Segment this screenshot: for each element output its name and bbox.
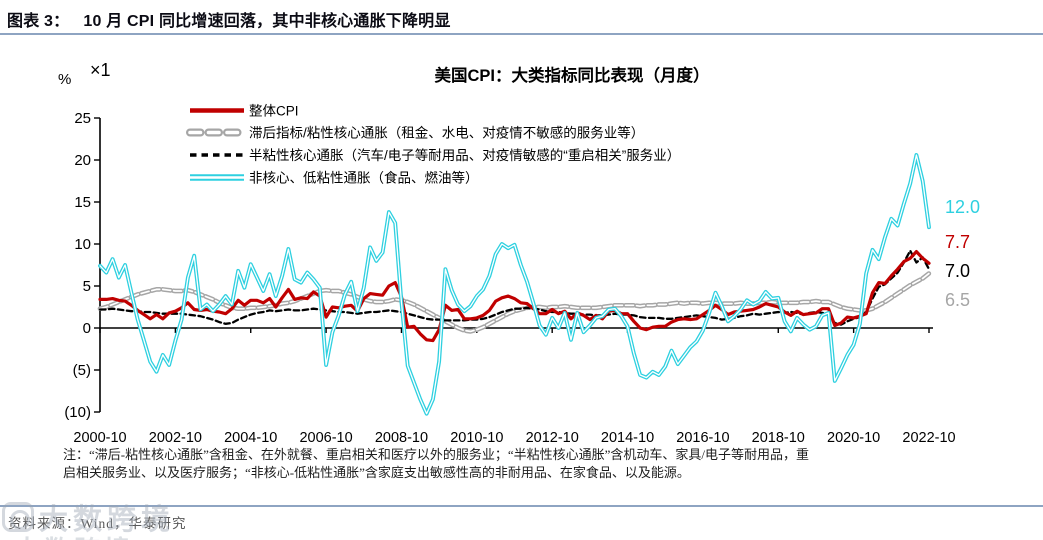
- y-tick-label: 20: [74, 152, 91, 169]
- x-tick-label: 2022-10: [902, 430, 955, 446]
- series-latest-value-label: 6.5: [945, 290, 970, 310]
- header-divider: [0, 33, 1043, 35]
- series-latest-value-label: 7.0: [945, 261, 970, 281]
- x-tick-label: 2014-10: [601, 430, 654, 446]
- x-tick-label: 2016-10: [676, 430, 729, 446]
- y-tick-label: 10: [74, 236, 91, 253]
- footnote-line-1: 注：“滞后-粘性核心通胀”含租金、在外就餐、重启相关和医疗以外的服务业；“半粘性…: [63, 447, 810, 462]
- y-tick-label: (10): [64, 404, 91, 421]
- y-tick-label: (5): [73, 362, 91, 379]
- x-tick-label: 2000-10: [73, 430, 126, 446]
- legend-label: 整体CPI: [249, 104, 299, 119]
- x-tick-label: 2020-10: [827, 430, 880, 446]
- x-tick-label: 2010-10: [450, 430, 503, 446]
- series-line-3: [99, 154, 930, 415]
- y-axis-unit-label: %: [58, 71, 71, 88]
- chart-footnote: 注：“滞后-粘性核心通胀”含租金、在外就餐、重启相关和医疗以外的服务业；“半粘性…: [63, 446, 1015, 482]
- x-tick-label: 2004-10: [224, 430, 277, 446]
- legend-label: 半粘性核心通胀（汽车/电子等耐用品、对疫情敏感的“重启相关”服务业）: [249, 147, 680, 163]
- footnote-line-2: 启相关服务业、以及医疗服务；“非核心-低粘性通胀”含家庭支出敏感性高的非耐用品、…: [63, 465, 690, 480]
- axis-scale-label: ×1: [90, 60, 111, 80]
- legend-label: 非核心、低粘性通胀（食品、燃油等）: [249, 170, 479, 186]
- legend-label: 滞后指标/粘性核心通胀（租金、水电、对疫情不敏感的服务业等）: [249, 125, 644, 141]
- figure-label: 图表 3：: [7, 13, 70, 30]
- x-tick-label: 2006-10: [299, 430, 352, 446]
- x-tick-label: 2008-10: [375, 430, 428, 446]
- series-line-2: [98, 249, 931, 326]
- y-tick-label: 5: [83, 278, 91, 295]
- series-latest-value-label: 12.0: [945, 197, 980, 217]
- series-latest-value-label: 7.7: [945, 232, 970, 252]
- source-line: 资料来源：Wind，华泰研究: [8, 516, 187, 531]
- series-line-1: [99, 272, 930, 333]
- x-tick-label: 2018-10: [752, 430, 805, 446]
- series-line-3: [98, 153, 931, 416]
- x-tick-label: 2002-10: [149, 430, 202, 446]
- footer-divider: [0, 505, 1043, 507]
- figure-header: 图表 3： 10 月 CPI 同比增速回落，其中非核心通胀下降明显: [7, 7, 451, 31]
- y-tick-label: 15: [74, 194, 91, 211]
- y-tick-label: 25: [74, 110, 91, 127]
- x-tick-label: 2012-10: [526, 430, 579, 446]
- figure-title: 10 月 CPI 同比增速回落，其中非核心通胀下降明显: [83, 13, 451, 30]
- chart-title: 美国CPI：大类指标同比表现（月度）: [434, 65, 709, 85]
- series-line-0: [98, 250, 931, 343]
- y-tick-label: 0: [83, 320, 91, 337]
